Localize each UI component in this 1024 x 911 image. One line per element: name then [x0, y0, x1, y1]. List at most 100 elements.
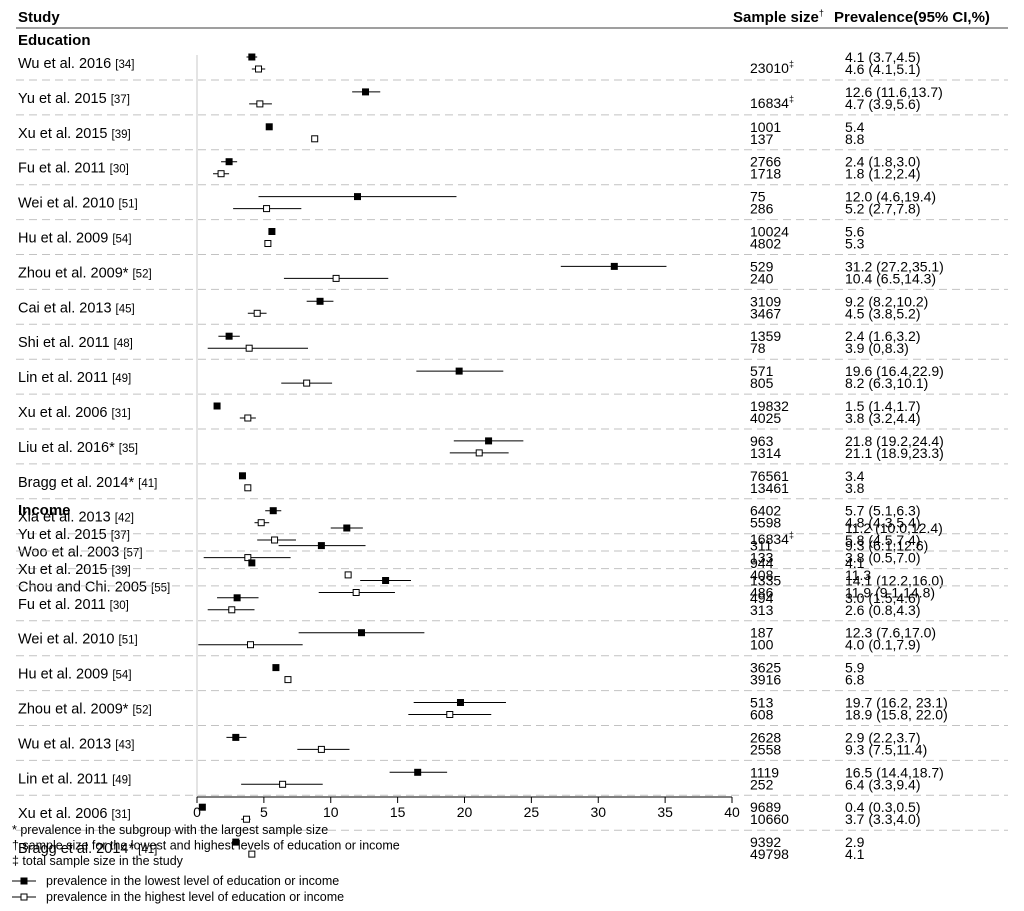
- sample-size-lowest: 2766: [750, 154, 781, 170]
- axis-tick-label: 25: [524, 804, 540, 820]
- prevalence-label-highest: 5.8 (4.5,7.4): [845, 532, 921, 548]
- prevalence-label-highest: 10.4 (6.5,14.3): [845, 270, 936, 286]
- prevalence-column-header: Prevalence(95% CI,%): [834, 9, 990, 26]
- column-header: Study Sample size† Prevalence(95% CI,%): [16, 8, 1008, 29]
- prevalence-label-lowest: 12.6 (11.6,13.7): [845, 84, 943, 100]
- study-name: Lin et al. 2011 [49]: [18, 771, 131, 787]
- estimate-marker-highest: [352, 589, 360, 596]
- estimate-marker-lowest: [268, 228, 276, 235]
- estimate-marker-highest: [242, 815, 250, 823]
- study-name: Wu et al. 2016 [34]: [18, 56, 134, 72]
- estimate-marker-highest: [256, 100, 264, 108]
- estimate-marker-highest: [228, 606, 236, 614]
- sample-size-highest: 805: [750, 375, 774, 391]
- prevalence-label-highest: 3.8 (0.5,7.0): [845, 550, 921, 566]
- axis-tick-label: 10: [323, 804, 339, 820]
- estimate-marker-lowest: [213, 402, 221, 410]
- sample-size-highest: 252: [750, 776, 774, 792]
- study-name: Shi et al. 2011 [48]: [18, 335, 133, 351]
- estimate-marker-lowest: [248, 53, 256, 61]
- sample-size-highest: 100: [750, 637, 774, 653]
- study-name: Xu et al. 2015 [39]: [18, 126, 131, 142]
- total-sample-size: 16834‡: [750, 530, 794, 547]
- study-name: Fu et al. 2011 [30]: [18, 161, 129, 177]
- prevalence-label-highest: 3.7 (3.3,4.0): [845, 811, 921, 827]
- estimate-marker-lowest: [317, 542, 325, 550]
- prevalence-label-highest: 3.9 (0,8.3): [845, 340, 909, 356]
- sample-size-highest: 1718: [750, 166, 781, 182]
- prevalence-label-highest: 8.2 (6.3,10.1): [845, 375, 928, 391]
- estimate-marker-highest: [247, 641, 254, 649]
- sample-size-lowest: 1335: [750, 573, 781, 589]
- study-name: Yu et al. 2015 [37]: [18, 527, 130, 543]
- prevalence-label-lowest: 2.9: [845, 834, 865, 850]
- study-name: Wei et al. 2010 [51]: [18, 196, 138, 212]
- sample-size-lowest: 2628: [750, 729, 781, 745]
- study-name: Bragg et al. 2014* [41]: [18, 475, 157, 491]
- legend-and-footnotes: * prevalence in the subgroup with the la…: [12, 823, 400, 904]
- axis-tick-label: 0: [193, 804, 201, 820]
- sample-size-highest: 10660: [750, 811, 789, 827]
- sample-size-lowest: 19832: [750, 398, 789, 414]
- study-name: Wu et al. 2013 [43]: [18, 736, 134, 752]
- prevalence-label-highest: 4.0 (0.1,7.9): [845, 637, 921, 653]
- study-column-header: Study: [18, 9, 60, 26]
- estimate-marker-highest: [284, 676, 292, 684]
- estimate-marker-highest: [332, 274, 340, 282]
- estimate-marker-highest: [244, 484, 252, 492]
- study-name: Hu et al. 2009 [54]: [18, 231, 132, 247]
- prevalence-label-lowest: 2.4 (1.6,3.2): [845, 328, 921, 344]
- estimate-marker-lowest: [238, 472, 246, 480]
- sample-size-lowest: 10024: [750, 224, 789, 240]
- prevalence-label-lowest: 5.7 (5.1,6.3): [845, 503, 921, 519]
- legend-marker: [20, 877, 28, 885]
- estimate-marker-lowest: [358, 629, 366, 637]
- prevalence-label-highest: 8.8: [845, 131, 865, 147]
- legend-label: prevalence in the highest level of educa…: [46, 890, 344, 904]
- prevalence-label-lowest: 12.3 (7.6,17.0): [845, 625, 936, 641]
- estimate-marker-highest: [244, 414, 252, 422]
- sample-size-highest: 133: [750, 550, 774, 566]
- estimate-marker-highest: [257, 519, 265, 527]
- sample-size-lowest: 187: [750, 625, 774, 641]
- sample-size-lowest: 6402: [750, 503, 781, 519]
- prevalence-label-highest: 5.3: [845, 236, 865, 252]
- estimate-marker-highest: [255, 65, 263, 73]
- axis-tick-label: 20: [457, 804, 473, 820]
- estimate-marker-highest: [245, 344, 253, 352]
- prevalence-label-lowest: 3.4: [845, 468, 865, 484]
- prevalence-label-highest: 5.2 (2.7,7.8): [845, 201, 921, 217]
- axis-tick-label: 40: [724, 804, 740, 820]
- prevalence-label-lowest: 0.4 (0.3,0.5): [845, 799, 921, 815]
- prevalence-label-lowest: 9.2 (8.2,10.2): [845, 293, 928, 309]
- footnote: * prevalence in the subgroup with the la…: [12, 823, 328, 837]
- sample-size-lowest: 513: [750, 695, 774, 711]
- prevalence-label-highest: 2.6 (0.8,4.3): [845, 602, 921, 618]
- axis-tick-label: 35: [657, 804, 673, 820]
- sample-size-highest: 3916: [750, 672, 781, 688]
- sample-size-lowest: 3109: [750, 293, 781, 309]
- prevalence-label-lowest: 11.2 (10.0,12.4): [845, 520, 943, 536]
- sample-size-lowest: 494: [750, 590, 774, 606]
- axis-tick-label: 30: [590, 804, 606, 820]
- estimate-marker-lowest: [610, 262, 618, 270]
- prevalence-label-highest: 11.9 (9.1,14.8): [845, 585, 935, 601]
- prevalence-label-lowest: 31.2 (27.2,35.1): [845, 258, 944, 274]
- estimate-marker-lowest: [485, 437, 493, 445]
- estimate-marker-lowest: [248, 559, 256, 567]
- x-axis: 0 5 10 15 20 25 30 35 40: [193, 55, 740, 820]
- estimate-marker-lowest: [354, 193, 361, 201]
- sample-size-highest: 137: [750, 131, 774, 147]
- estimate-marker-highest: [244, 554, 252, 562]
- estimate-marker-highest: [263, 205, 271, 213]
- sample-size-lowest: 944: [750, 555, 774, 571]
